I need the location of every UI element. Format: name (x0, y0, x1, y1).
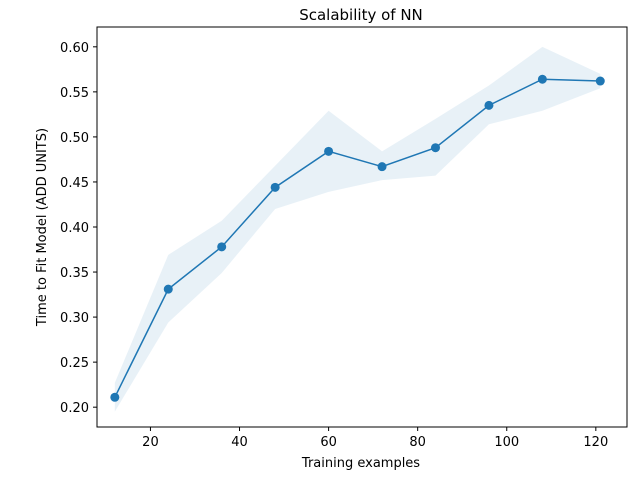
confidence-band (114, 46, 601, 412)
y-tick-label: 0.40 (60, 221, 89, 236)
y-tick-label: 0.20 (60, 401, 89, 416)
series-line-layer (114, 78, 601, 398)
y-axis: 0.20 0.25 0.30 0.35 0.40 0.45 0.50 0.55 0.60 (60, 41, 97, 416)
x-tick-label: 60 (320, 435, 337, 450)
data-point (484, 100, 494, 110)
y-tick-label: 0.60 (60, 41, 89, 56)
data-point (430, 143, 440, 153)
x-axis: 20 40 60 80 100 120 (142, 427, 608, 450)
x-tick-label: 80 (409, 435, 426, 450)
y-tick-label: 0.50 (60, 131, 89, 146)
x-tick-label: 100 (494, 435, 519, 450)
data-point (270, 182, 280, 192)
y-tick-label: 0.25 (60, 356, 89, 371)
y-tick-label: 0.45 (60, 176, 89, 191)
x-tick-label: 120 (583, 435, 608, 450)
chart-title: Scalability of NN (299, 6, 423, 24)
data-point (537, 74, 547, 84)
x-tick-label: 20 (142, 435, 159, 450)
data-point (377, 162, 387, 172)
data-points-layer (110, 74, 605, 402)
confidence-band-layer (114, 46, 601, 412)
y-tick-label: 0.35 (60, 266, 89, 281)
y-tick-label: 0.30 (60, 311, 89, 326)
x-tick-label: 40 (231, 435, 248, 450)
y-axis-label: Time to Fit Model (ADD UNITS) (35, 128, 50, 327)
y-tick-label: 0.55 (60, 86, 89, 101)
x-axis-label: Training examples (301, 456, 420, 471)
data-point (595, 76, 605, 86)
data-point (163, 284, 173, 294)
series-line (114, 78, 601, 398)
data-point (217, 242, 227, 252)
data-point (324, 146, 334, 156)
data-point (110, 392, 120, 402)
